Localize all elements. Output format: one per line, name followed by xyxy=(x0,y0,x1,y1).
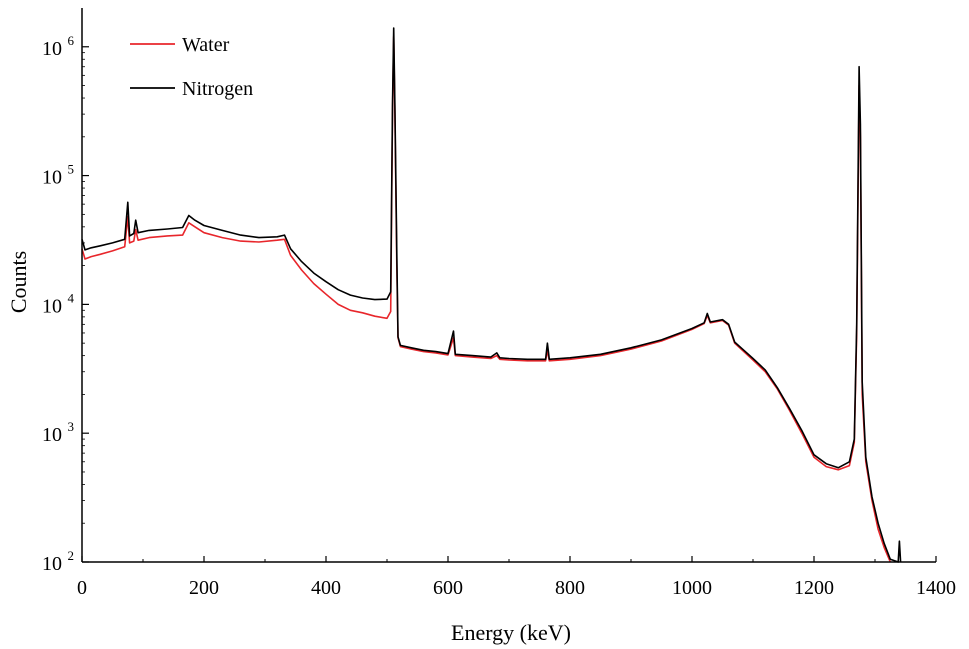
y-tick-exponent: 6 xyxy=(68,33,75,48)
x-tick-label: 200 xyxy=(189,577,219,599)
y-axis-label: Counts xyxy=(6,251,31,313)
y-tick-label: 10 xyxy=(42,553,62,575)
x-tick-label: 600 xyxy=(433,577,463,599)
series-line-nitrogen xyxy=(81,27,902,563)
x-tick-label: 400 xyxy=(311,577,341,599)
x-tick-label: 0 xyxy=(77,577,87,599)
y-tick-exponent: 3 xyxy=(68,419,75,434)
y-tick-exponent: 2 xyxy=(68,548,75,563)
x-tick-label: 1400 xyxy=(916,577,956,599)
x-axis-ticks: 0 200 400 600 800 1000 1200 1400 xyxy=(77,556,956,599)
legend-label-nitrogen: Nitrogen xyxy=(182,78,253,100)
legend: Water Nitrogen xyxy=(130,34,253,100)
x-axis-label: Energy (keV) xyxy=(451,620,571,645)
y-tick-label: 10 xyxy=(42,295,62,317)
y-tick-exponent: 5 xyxy=(68,162,75,177)
series-layer xyxy=(81,27,902,563)
x-tick-label: 800 xyxy=(555,577,585,599)
y-tick-label: 10 xyxy=(42,424,62,446)
y-tick-exponent: 4 xyxy=(68,290,75,305)
legend-label-water: Water xyxy=(182,34,230,56)
y-tick-label: 10 xyxy=(42,38,62,60)
series-line-water xyxy=(81,35,892,563)
x-tick-label: 1200 xyxy=(794,577,834,599)
x-tick-label: 1000 xyxy=(672,577,712,599)
y-tick-label: 10 xyxy=(42,167,62,189)
y-axis-ticks: 10 2 10 3 10 4 10 5 10 6 xyxy=(42,33,89,575)
